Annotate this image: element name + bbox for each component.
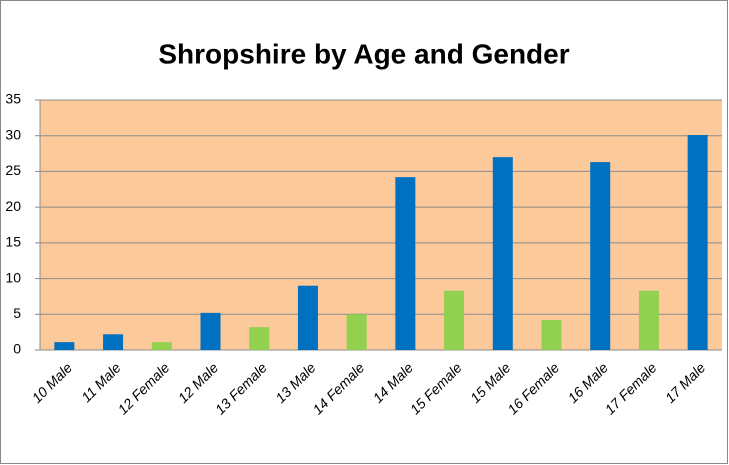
y-tick-label: 5	[13, 305, 21, 321]
bar	[151, 342, 172, 350]
bar	[395, 177, 416, 350]
bar	[346, 314, 367, 350]
y-tick-label: 30	[5, 126, 21, 142]
y-tick-label: 25	[5, 162, 21, 178]
bar	[103, 334, 124, 350]
bar	[297, 285, 318, 350]
bar	[54, 342, 75, 350]
y-tick-label: 15	[5, 234, 21, 250]
bar	[541, 320, 562, 350]
y-tick-label: 0	[13, 341, 21, 357]
bar	[200, 312, 221, 350]
bar	[492, 157, 513, 350]
bar	[590, 162, 611, 350]
bar	[638, 290, 659, 350]
y-tick-label: 35	[5, 91, 21, 107]
bar	[444, 290, 465, 350]
y-tick-label: 20	[5, 198, 21, 214]
chart-title: Shropshire by Age and Gender	[158, 38, 569, 69]
bar	[687, 135, 708, 350]
bar	[249, 327, 270, 350]
plot-area	[40, 100, 722, 350]
y-tick-label: 10	[5, 269, 21, 285]
